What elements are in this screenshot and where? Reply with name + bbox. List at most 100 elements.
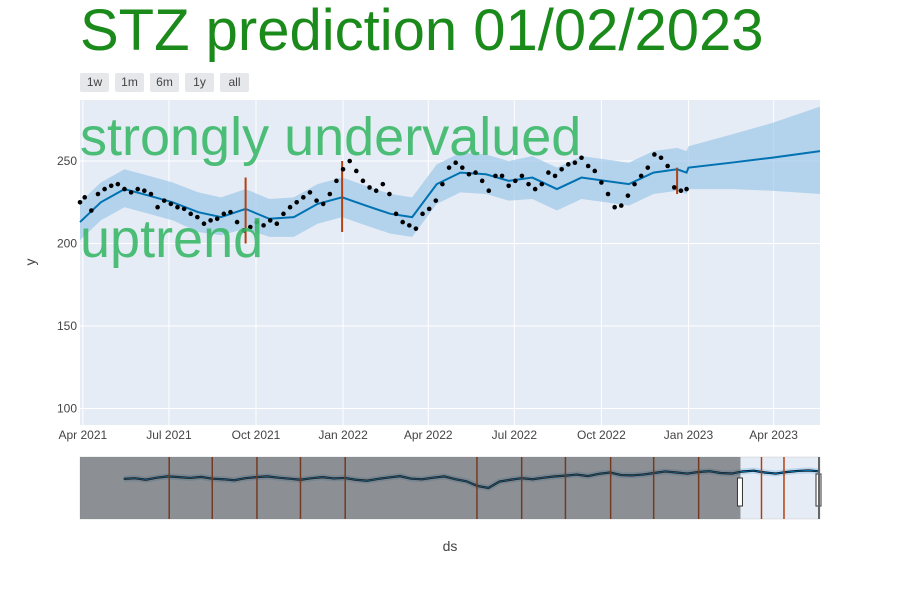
data-point (678, 188, 684, 194)
data-point (261, 223, 266, 228)
data-point (393, 211, 399, 217)
data-point (128, 190, 134, 195)
data-point (460, 165, 465, 170)
data-point (214, 216, 220, 222)
x-tick-label: Apr 2021 (58, 428, 107, 442)
range-button-1y[interactable]: 1y (185, 73, 214, 92)
range-slider-edge (818, 457, 820, 519)
data-point (546, 170, 551, 175)
data-point (267, 218, 273, 223)
data-point (208, 218, 213, 223)
y-axis-label: y (22, 259, 38, 266)
y-tick-label: 100 (57, 402, 77, 416)
data-point (115, 181, 121, 187)
data-point (440, 181, 445, 187)
data-point (526, 181, 531, 187)
data-point (499, 173, 505, 179)
data-point (287, 204, 293, 210)
range-slider-handle-left[interactable] (736, 477, 743, 507)
data-point (168, 201, 174, 207)
data-point (565, 162, 571, 167)
event-markers (244, 161, 679, 244)
data-point (294, 199, 300, 205)
annotation-trend: uptrend (80, 209, 264, 269)
data-point (82, 195, 88, 200)
x-tick-label: Apr 2023 (749, 428, 798, 442)
data-point (327, 191, 333, 197)
x-tick-label: Jul 2022 (492, 428, 538, 442)
gridlines (80, 100, 820, 425)
data-point (281, 211, 286, 217)
data-point (274, 221, 280, 227)
chart-title: STZ prediction 01/02/2023 (80, 0, 764, 63)
range-button-all[interactable]: all (220, 73, 249, 92)
data-point (539, 181, 545, 187)
data-point (486, 188, 492, 194)
data-point (122, 186, 127, 192)
data-point (254, 219, 260, 225)
data-point (248, 224, 253, 230)
data-point (181, 206, 187, 212)
x-tick-label: Apr 2022 (404, 428, 453, 442)
data-point (512, 178, 518, 184)
x-tick-label: Jan 2022 (318, 428, 368, 442)
data-point (148, 191, 154, 197)
data-point (354, 168, 359, 174)
data-point (135, 186, 141, 192)
data-point (632, 181, 637, 187)
data-point (373, 188, 379, 194)
data-point (108, 183, 114, 189)
x-axis-label: ds (443, 538, 458, 554)
data-point (413, 226, 419, 231)
data-point (605, 191, 611, 197)
data-point (532, 186, 538, 192)
data-point (572, 160, 578, 165)
data-point (638, 173, 644, 179)
uncertainty-band (80, 106, 820, 241)
data-point (175, 204, 180, 210)
data-point (665, 163, 670, 169)
data-point (658, 155, 664, 161)
data-point (347, 158, 352, 164)
uncertainty-band-area (80, 106, 820, 241)
data-point (234, 219, 240, 225)
data-point (314, 198, 319, 203)
x-tick-label: Oct 2022 (577, 428, 626, 442)
data-point (221, 211, 227, 217)
data-point (400, 219, 405, 225)
range-button-6m[interactable]: 6m (150, 73, 179, 92)
data-point (161, 198, 167, 203)
data-point (195, 214, 200, 220)
x-tick-label: Jan 2023 (664, 428, 714, 442)
data-point (241, 228, 247, 233)
data-point (420, 211, 425, 217)
data-point (473, 170, 478, 175)
data-point (684, 186, 689, 192)
data-point (519, 173, 525, 179)
data-point (671, 185, 677, 190)
data-point (334, 178, 339, 184)
data-point (479, 178, 485, 184)
data-point (155, 204, 160, 210)
data-point (102, 186, 107, 192)
range-button-1m[interactable]: 1m (115, 73, 144, 92)
data-point (466, 171, 472, 177)
y-tick-label: 250 (57, 154, 77, 168)
data-point (618, 203, 624, 208)
data-point (77, 199, 83, 205)
range-slider[interactable] (79, 456, 822, 520)
data-point (446, 165, 452, 170)
data-point (340, 166, 346, 172)
data-point (360, 178, 366, 184)
data-point (592, 168, 598, 174)
data-point (201, 221, 207, 227)
data-point (506, 183, 511, 189)
data-point (380, 181, 386, 187)
range-button-1w[interactable]: 1w (80, 73, 109, 92)
y-tick-label: 150 (57, 319, 77, 333)
data-point (625, 193, 631, 198)
data-point (95, 191, 101, 197)
data-point (367, 185, 372, 190)
data-point (320, 201, 326, 207)
